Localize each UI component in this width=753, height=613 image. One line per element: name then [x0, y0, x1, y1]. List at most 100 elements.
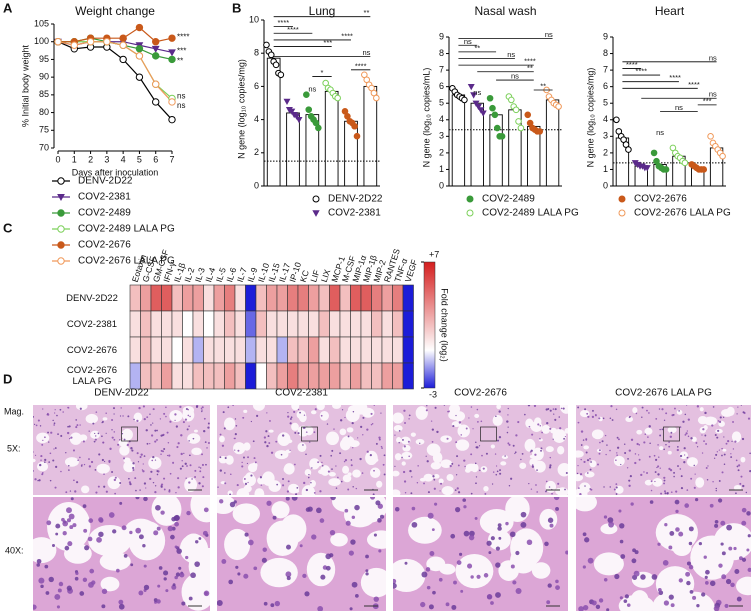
heatmap-cell [297, 336, 309, 364]
nucleus [378, 438, 381, 441]
nucleus [536, 491, 538, 493]
marker [700, 166, 708, 173]
nucleus [160, 449, 163, 452]
alveolar-space [440, 435, 452, 443]
alveolar-space [713, 523, 751, 561]
nucleus [224, 482, 227, 485]
nucleus [597, 463, 599, 466]
nucleus [349, 607, 353, 611]
nucleus [49, 452, 52, 455]
nucleus [679, 454, 683, 458]
nucleus [705, 466, 708, 469]
alveolar-space [703, 416, 718, 426]
nucleus [47, 412, 49, 415]
nucleus [33, 416, 35, 418]
column-label: IL-6 [224, 266, 238, 283]
nucleus [669, 469, 673, 472]
nucleus [185, 555, 189, 560]
nucleus [629, 475, 632, 478]
nucleus [337, 476, 339, 479]
heatmap-cell [381, 310, 393, 338]
heatmap-cell [234, 284, 246, 312]
alveolar-space [496, 405, 501, 410]
nucleus [668, 467, 671, 471]
marker [479, 110, 487, 117]
alveolar-space [722, 448, 727, 452]
nucleus [725, 578, 732, 585]
nucleus [409, 469, 412, 473]
nucleus [81, 464, 83, 466]
nucleus [365, 572, 369, 576]
nucleus [565, 471, 568, 475]
nucleus [60, 470, 62, 473]
plot-title: Heart [655, 4, 685, 18]
nucleus [577, 421, 580, 424]
nucleus [150, 424, 152, 426]
alveolar-space [501, 455, 509, 460]
marker [498, 133, 506, 140]
heatmap-cell [182, 284, 194, 312]
nucleus [393, 582, 397, 589]
significance-label: ns [545, 30, 553, 39]
nucleus [686, 580, 691, 586]
heatmap-cell [318, 310, 330, 338]
nucleus [669, 531, 675, 536]
nucleus [253, 457, 256, 460]
nucleus [677, 465, 679, 467]
nucleus [116, 568, 120, 573]
nucleus [331, 468, 333, 470]
legend-label: COV2-2676 LALA PG [78, 256, 175, 267]
nucleus [128, 477, 130, 480]
nucleus [204, 441, 207, 444]
nucleus [82, 504, 87, 508]
nucleus [61, 517, 65, 522]
nucleus [40, 459, 42, 461]
nucleus [201, 463, 204, 466]
significance-label: ** [527, 63, 533, 72]
significance-label: ns [363, 48, 371, 57]
marker [267, 51, 275, 59]
nucleus [232, 405, 234, 407]
nucleus [143, 417, 146, 421]
alveolar-space [531, 562, 551, 579]
nucleus [160, 485, 163, 488]
nucleus [331, 449, 334, 452]
nucleus [492, 471, 495, 473]
nucleus [68, 437, 71, 440]
nucleus [737, 469, 740, 472]
nucleus [679, 468, 682, 470]
marker [315, 124, 322, 132]
nucleus [49, 479, 52, 482]
nucleus [313, 491, 316, 494]
nucleus [163, 570, 169, 576]
y-tick-label: 95 [39, 54, 49, 64]
bar [363, 85, 378, 187]
nucleus [495, 473, 498, 476]
nucleus [47, 431, 50, 434]
heatmap-cell [371, 336, 383, 364]
nucleus [177, 486, 180, 489]
alveolar-space [673, 591, 716, 611]
y-tick-label: 5 [439, 98, 444, 108]
nucleus [248, 539, 254, 546]
nucleus [203, 429, 206, 433]
nucleus [199, 467, 202, 469]
y-tick-label: 0 [603, 180, 608, 190]
nucleus [482, 467, 485, 470]
nucleus [56, 605, 61, 609]
nucleus [119, 501, 123, 505]
alveolar-space [532, 447, 544, 461]
nucleus [362, 416, 365, 419]
heatmap-cell [245, 336, 257, 364]
nucleus [467, 563, 473, 569]
marker [524, 111, 532, 119]
nucleus [250, 474, 253, 477]
alveolar-space [369, 467, 381, 479]
nucleus [732, 448, 735, 450]
nucleus [457, 464, 460, 467]
nucleus [626, 467, 629, 469]
nucleus [416, 482, 419, 484]
alveolar-space [519, 462, 527, 469]
y-tick-label: 9 [439, 31, 444, 41]
heatmap-cell [381, 284, 393, 312]
